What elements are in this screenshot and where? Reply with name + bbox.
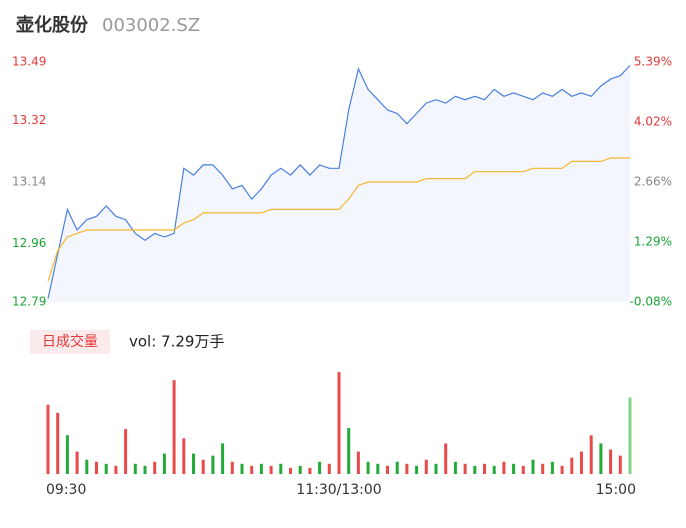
volume-bar	[424, 459, 428, 474]
volume-bar	[153, 461, 157, 474]
volume-bar	[211, 455, 215, 474]
average-line	[47, 157, 630, 282]
volume-bar	[405, 463, 409, 474]
volume-total: vol: 7.29万手	[129, 333, 224, 351]
volume-bar	[192, 453, 195, 474]
volume-bar	[162, 453, 166, 474]
volume-bar	[95, 461, 98, 474]
volume-bar	[347, 428, 351, 474]
volume-bar	[230, 461, 234, 474]
volume-bar	[589, 435, 593, 474]
volume-bar	[483, 463, 486, 474]
volume-bar	[298, 465, 302, 474]
volume-bar	[133, 463, 137, 474]
stock-code: 003002.SZ	[102, 15, 200, 36]
volume-bar	[356, 451, 360, 474]
volume-label-bg	[30, 330, 110, 354]
x-tick-label: 11:30/13:00	[296, 482, 381, 498]
volume-bar	[201, 459, 205, 474]
volume-bar	[618, 455, 622, 474]
y-tick-label: 13.14	[12, 175, 46, 189]
volume-bar	[609, 449, 613, 474]
volume-bar	[124, 429, 128, 474]
volume-bar	[502, 461, 506, 474]
y2-tick-label: 5.39%	[634, 55, 672, 69]
y-tick-label: 12.79	[12, 295, 46, 309]
volume-bar	[240, 463, 244, 474]
y2-tick-label: 2.66%	[634, 174, 672, 188]
volume-bar	[531, 459, 535, 474]
volume-bar	[279, 463, 283, 474]
y-tick-label: 13.32	[12, 113, 46, 127]
volume-bar	[550, 461, 554, 474]
y2-tick-label: 4.02%	[634, 115, 672, 129]
stock-name: 壶化股份	[16, 14, 89, 36]
volume-bar	[182, 438, 186, 474]
volume-bar	[46, 404, 50, 474]
y-tick-label: 13.49	[12, 55, 46, 69]
volume-bar	[85, 459, 89, 474]
x-tick-label: 09:30	[46, 482, 86, 498]
volume-bar	[259, 463, 263, 474]
volume-bar	[143, 465, 147, 474]
volume-bar	[366, 461, 370, 474]
volume-bar	[453, 461, 457, 474]
volume-bar	[434, 463, 438, 474]
volume-bar	[250, 465, 254, 474]
volume-bar	[492, 465, 496, 474]
volume-bar	[570, 457, 574, 474]
volume-bar	[521, 465, 525, 474]
volume-bar	[386, 465, 389, 474]
volume-bar	[308, 467, 312, 474]
volume-bar	[599, 443, 603, 474]
volume-bar	[221, 443, 225, 474]
volume-label: 日成交量	[42, 333, 98, 350]
volume-bar	[172, 380, 176, 474]
volume-bar	[114, 465, 118, 474]
volume-bar	[65, 435, 69, 474]
volume-bar	[628, 397, 632, 474]
volume-bar	[512, 463, 516, 474]
y2-tick-label: 1.29%	[634, 234, 672, 248]
x-tick-label: 15:00	[596, 482, 636, 498]
y2-tick-label: -0.08%	[630, 295, 672, 309]
volume-bar	[580, 451, 583, 474]
y-tick-label: 12.96	[12, 236, 46, 250]
volume-bar	[541, 463, 545, 474]
volume-bar	[327, 463, 331, 474]
volume-bar	[560, 465, 564, 474]
volume-bar	[444, 443, 448, 474]
volume-bar	[75, 451, 79, 474]
volume-bar	[473, 465, 477, 474]
volume-bar	[318, 461, 322, 474]
volume-bar	[463, 463, 467, 474]
price-area	[48, 65, 630, 303]
volume-bar	[395, 461, 399, 474]
volume-bar	[104, 463, 108, 474]
volume-bar	[337, 372, 341, 474]
volume-bar	[415, 465, 419, 474]
volume-bar	[376, 463, 380, 474]
volume-bar	[269, 465, 273, 474]
volume-bar	[289, 467, 292, 474]
price-line	[47, 64, 631, 299]
volume-bar	[56, 412, 60, 474]
